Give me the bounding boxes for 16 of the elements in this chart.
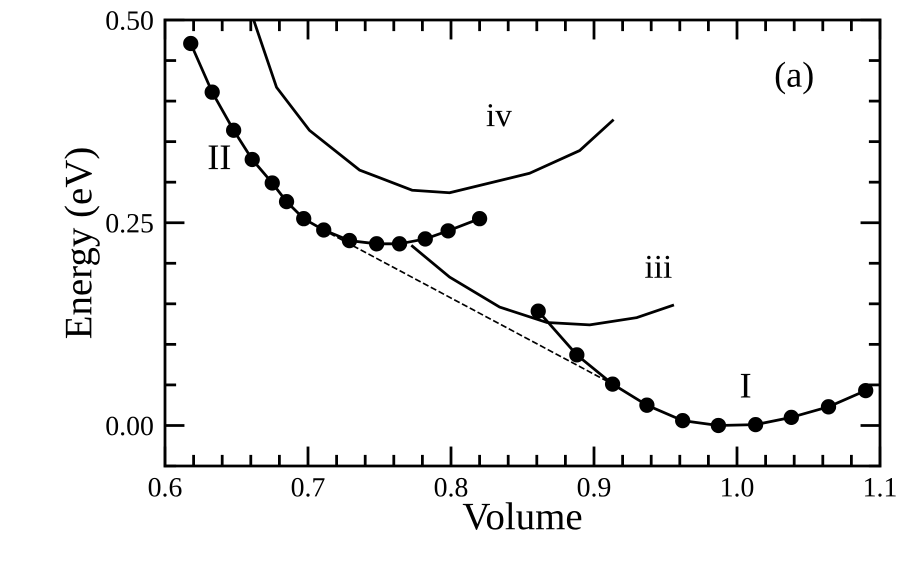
series-label: iv [486, 104, 512, 126]
x-tick-label: 1.1 [865, 478, 896, 497]
series-label: iii [645, 256, 672, 278]
x-tick-label: 0.7 [292, 478, 325, 497]
x-tick-label: 1.0 [722, 478, 754, 497]
y-tick-label: 0.25 [106, 214, 153, 233]
x-tick-label: 0.9 [578, 478, 610, 497]
x-tick-label: 0.8 [434, 478, 468, 497]
series-label: I [740, 374, 750, 398]
x-axis-title: Volume [462, 502, 582, 530]
annotation: (a) [776, 62, 813, 94]
y-axis-title: Energy (eV) [64, 148, 100, 338]
y-tick-label: 0.00 [106, 416, 153, 436]
y-tick-label: 0.50 [106, 11, 153, 30]
x-tick-label: 0.6 [148, 478, 182, 497]
series-label: II [208, 146, 230, 170]
